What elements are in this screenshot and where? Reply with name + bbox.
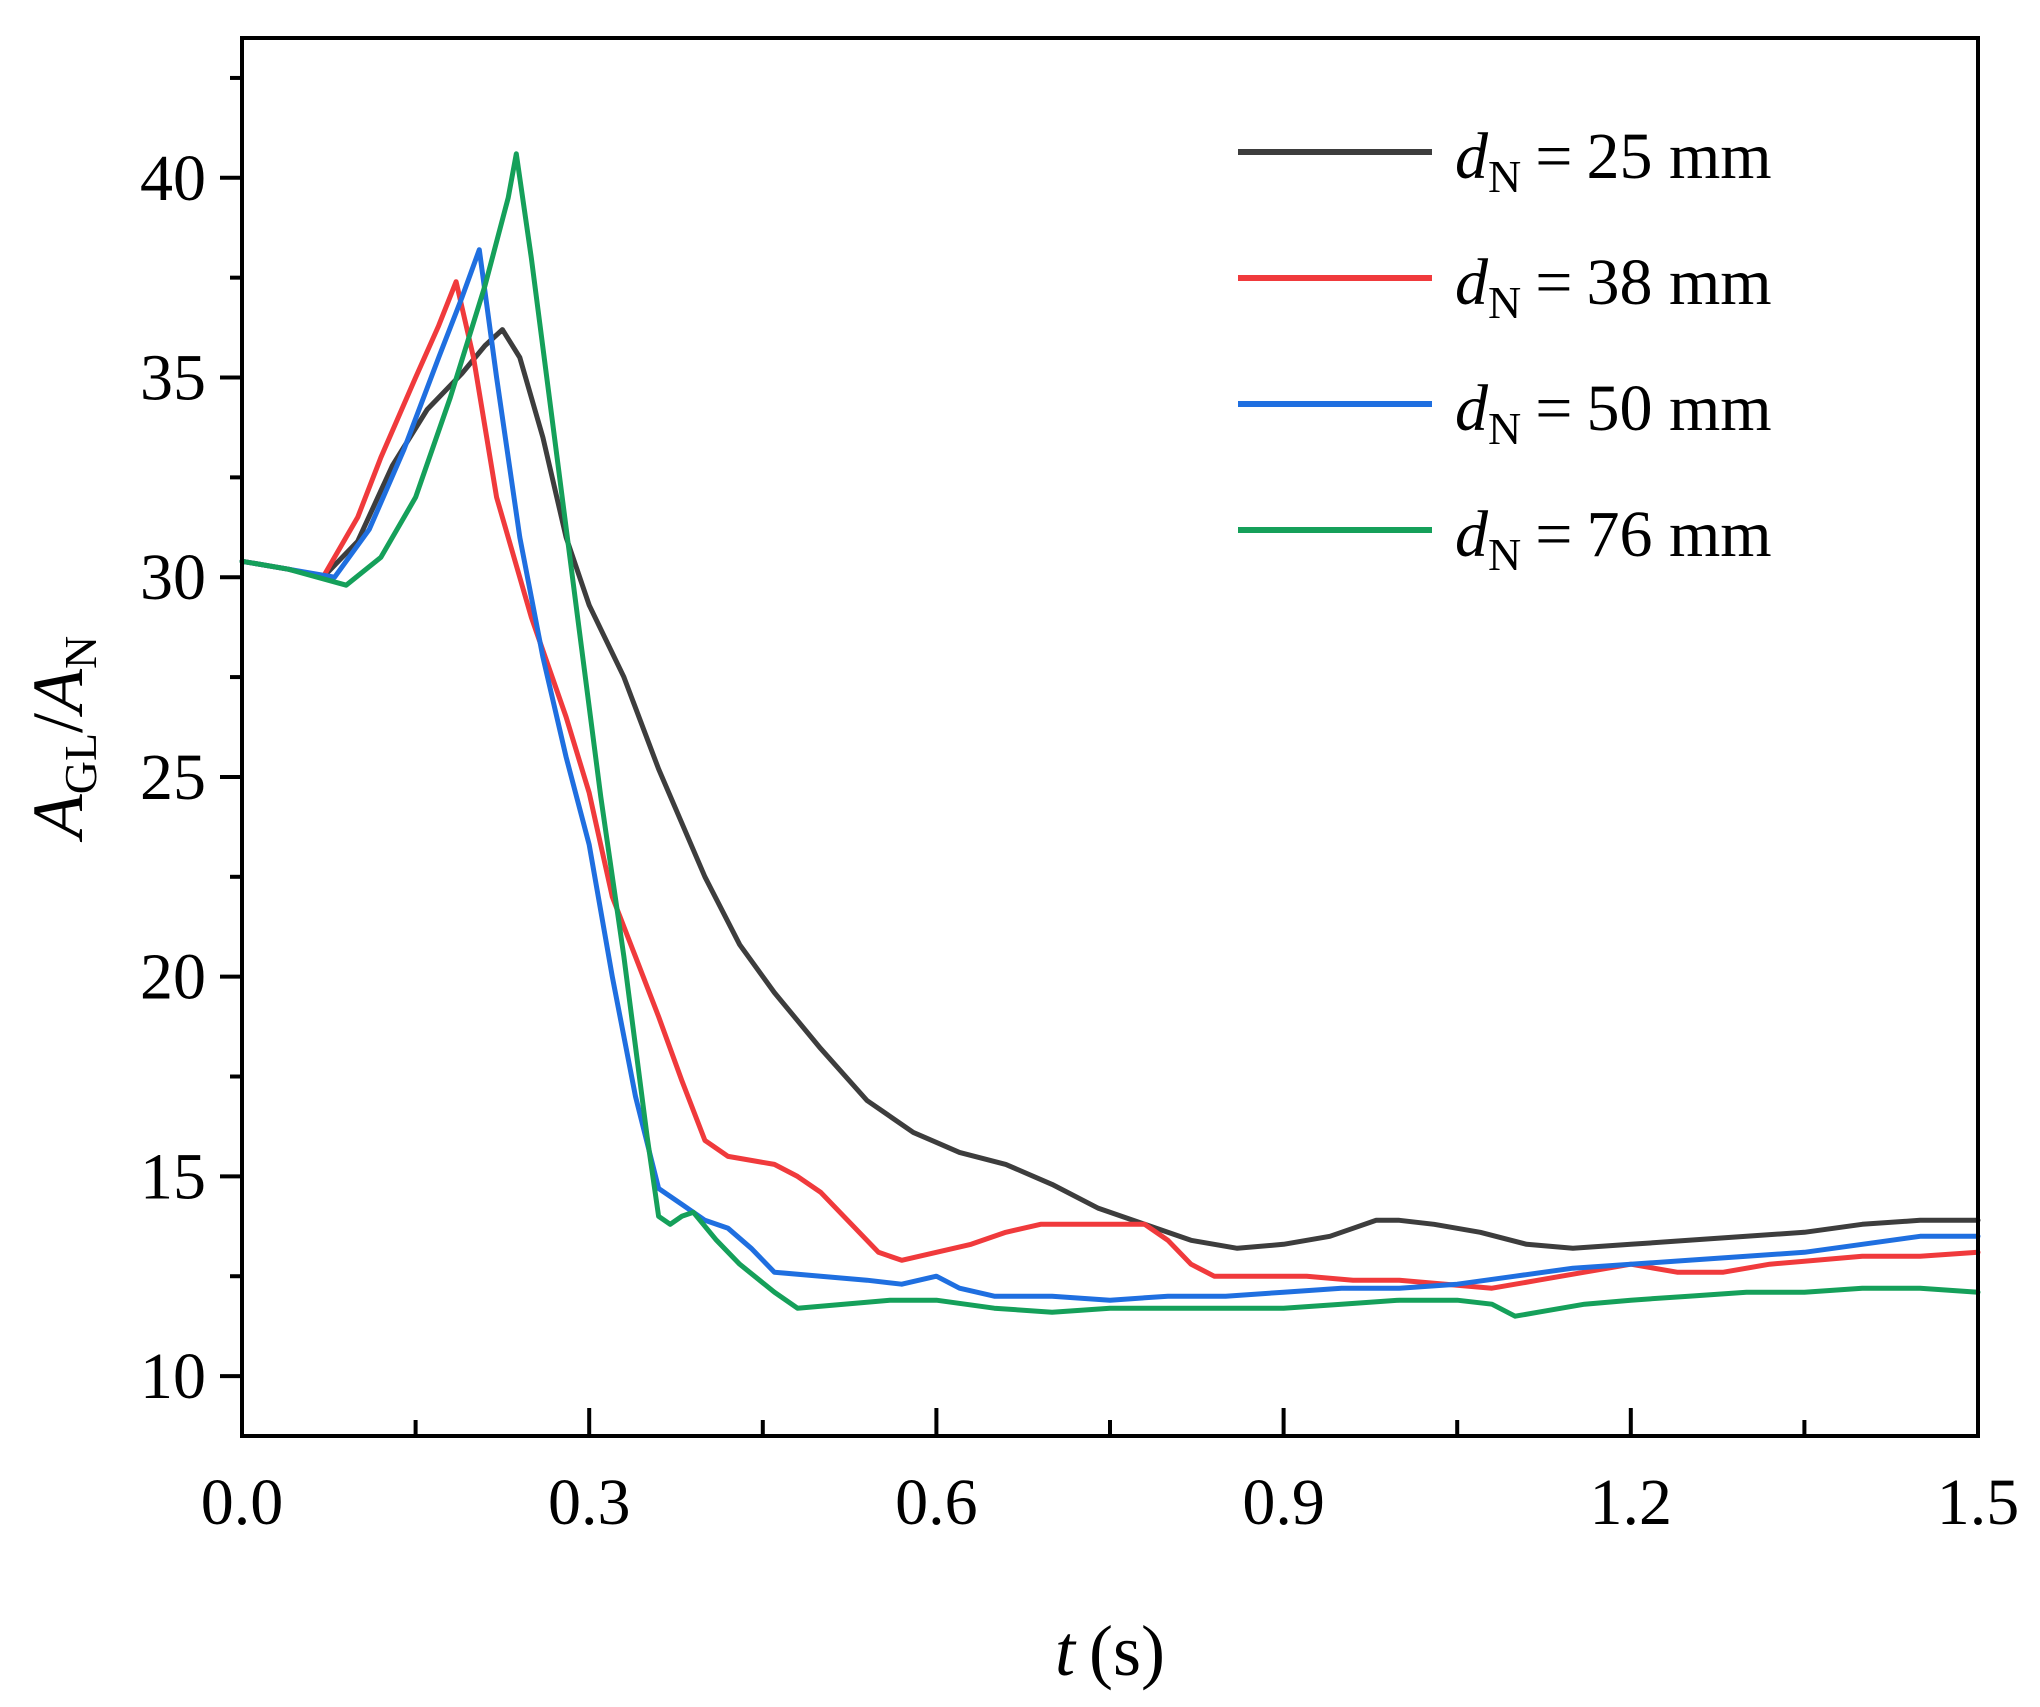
legend-label-3-var: d <box>1455 498 1489 571</box>
x-axis-title: t (s) <box>1055 1611 1165 1691</box>
y-axis-title-den-sub: N <box>55 636 106 669</box>
legend-label-2-eq: = <box>1535 372 1572 445</box>
x-tick-label: 0.9 <box>1242 1466 1325 1539</box>
y-axis-title-num-sub: GL <box>55 733 106 794</box>
legend-label-2-sub: N <box>1488 403 1521 454</box>
y-tick-label: 35 <box>140 342 206 415</box>
legend-label-1-eq: = <box>1535 246 1572 319</box>
x-tick-label: 1.5 <box>1937 1466 2020 1539</box>
y-tick-label: 20 <box>140 941 206 1014</box>
y-tick-label: 15 <box>140 1140 206 1213</box>
y-tick-label: 30 <box>140 541 206 614</box>
legend-label-2-var: d <box>1455 372 1489 445</box>
legend-label-0-sub: N <box>1488 151 1521 202</box>
legend-label-3-eq: = <box>1535 498 1572 571</box>
legend-label-1-var: d <box>1455 246 1489 319</box>
x-tick-label: 0.3 <box>548 1466 631 1539</box>
y-tick-label: 40 <box>140 142 206 215</box>
legend-label-0-eq: = <box>1535 120 1572 193</box>
y-axis-title: AGL/AN <box>18 636 106 843</box>
legend-label-3-sub: N <box>1488 529 1521 580</box>
legend-label-2: dN = 50 mm <box>1455 372 1772 454</box>
x-axis-title-var: t <box>1055 1611 1077 1691</box>
y-axis-title-sep: / <box>18 713 98 733</box>
legend-label-3: dN = 76 mm <box>1455 498 1772 580</box>
series-layer <box>239 151 1981 1319</box>
x-axis-tick-labels: 0.0 0.3 0.6 0.9 1.2 1.5 <box>201 1466 2020 1539</box>
series-line-1 <box>239 279 1981 1291</box>
x-tick-label: 1.2 <box>1590 1466 1673 1539</box>
legend: dN = 25 mm dN = 38 mm dN = 50 mm dN = 76 mm <box>1238 120 1772 580</box>
y-axis-title-num-var: A <box>18 793 98 842</box>
x-tick-label: 0.6 <box>895 1466 978 1539</box>
legend-label-3-value: 76 mm <box>1586 498 1771 571</box>
y-tick-label: 25 <box>140 741 206 814</box>
legend-label-1-sub: N <box>1488 277 1521 328</box>
y-axis-title-den-var: A <box>18 668 98 717</box>
legend-label-1: dN = 38 mm <box>1455 246 1772 328</box>
series-line-0 <box>239 327 1981 1251</box>
legend-label-0-var: d <box>1455 120 1489 193</box>
series-line-2 <box>239 247 1981 1303</box>
legend-label-2-value: 50 mm <box>1586 372 1771 445</box>
legend-label-1-value: 38 mm <box>1586 246 1771 319</box>
legend-item: dN = 25 mm <box>1238 120 1772 202</box>
y-tick-label: 10 <box>140 1340 206 1413</box>
legend-label-0: dN = 25 mm <box>1455 120 1772 202</box>
legend-item: dN = 38 mm <box>1238 246 1772 328</box>
series-line-3 <box>239 151 1981 1319</box>
x-tick-label: 0.0 <box>201 1466 284 1539</box>
y-axis-ticks <box>220 75 242 1379</box>
x-axis-ticks <box>240 1408 1980 1436</box>
y-axis-tick-labels: 10 15 20 25 30 35 40 <box>140 142 206 1413</box>
legend-item: dN = 50 mm <box>1238 372 1772 454</box>
legend-label-0-value: 25 mm <box>1586 120 1771 193</box>
legend-item: dN = 76 mm <box>1238 498 1772 580</box>
x-axis-title-unit: (s) <box>1089 1611 1165 1691</box>
